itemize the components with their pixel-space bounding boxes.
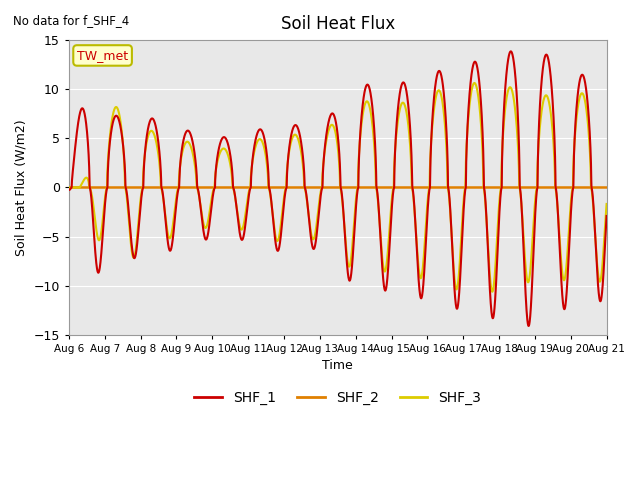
X-axis label: Time: Time — [323, 360, 353, 372]
Text: No data for f_SHF_4: No data for f_SHF_4 — [13, 14, 129, 27]
Legend: SHF_1, SHF_2, SHF_3: SHF_1, SHF_2, SHF_3 — [189, 385, 487, 410]
Text: TW_met: TW_met — [77, 49, 128, 62]
Title: Soil Heat Flux: Soil Heat Flux — [280, 15, 395, 33]
Y-axis label: Soil Heat Flux (W/m2): Soil Heat Flux (W/m2) — [15, 119, 28, 256]
